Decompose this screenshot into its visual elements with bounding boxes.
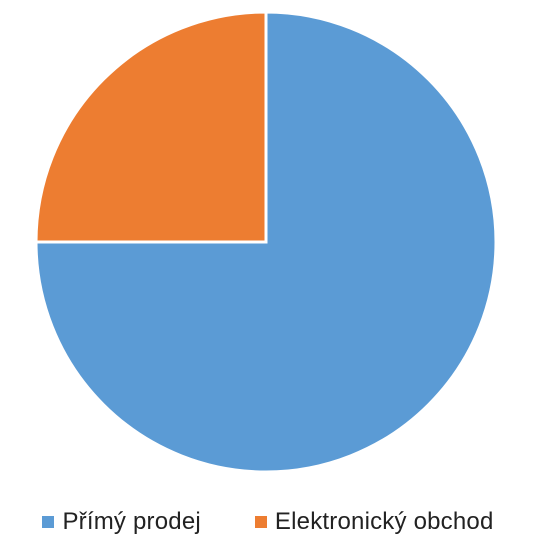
pie-slice-primy-prodej — [34, 10, 498, 474]
legend-swatch-elektronicky-obchod — [254, 516, 267, 528]
legend-item-primy-prodej: Přímý prodej — [42, 508, 201, 536]
legend-label-primy-prodej: Přímý prodej — [62, 508, 201, 535]
legend-item-elektronicky-obchod: Elektronický obchod — [254, 508, 494, 536]
legend-swatch-primy-prodej — [42, 516, 55, 528]
pie-slice-elektronicky-obchod — [34, 10, 268, 244]
legend: Přímý prodej Elektronický obchod — [0, 508, 536, 536]
pie-chart — [34, 10, 498, 474]
legend-label-elektronicky-obchod: Elektronický obchod — [274, 508, 494, 535]
